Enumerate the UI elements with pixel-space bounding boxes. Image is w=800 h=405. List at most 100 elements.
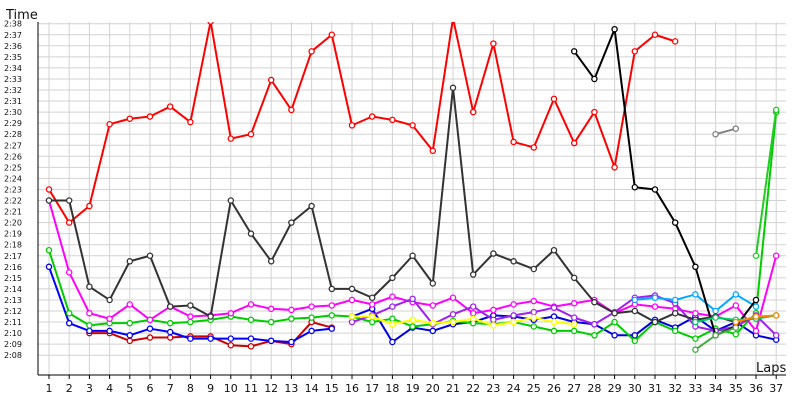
data-point <box>530 308 538 316</box>
y-tick-label: 2:19 <box>4 230 22 239</box>
data-point <box>187 118 194 126</box>
x-tick-label: 5 <box>126 382 133 395</box>
data-point <box>570 321 578 328</box>
series-line <box>352 315 575 327</box>
data-point <box>146 113 154 120</box>
data-point <box>732 324 740 331</box>
data-point <box>409 122 416 129</box>
y-tick-label: 2:30 <box>4 108 22 117</box>
data-point <box>570 314 578 321</box>
x-tick-label: 17 <box>365 382 379 395</box>
data-point <box>490 306 497 314</box>
data-point <box>45 263 53 271</box>
data-point <box>449 84 457 92</box>
data-point <box>389 293 396 300</box>
data-point <box>752 303 760 310</box>
data-point <box>389 116 396 124</box>
data-point <box>611 318 618 326</box>
data-point <box>348 313 356 320</box>
data-point <box>671 309 679 317</box>
x-tick-label: 36 <box>749 382 763 395</box>
x-tick-label: 24 <box>507 382 521 395</box>
data-point <box>631 337 639 345</box>
data-point <box>308 48 315 55</box>
data-point <box>450 16 455 21</box>
y-tick-label: 2:32 <box>4 86 22 95</box>
x-tick-label: 12 <box>264 382 278 395</box>
x-tick-label: 28 <box>587 382 601 395</box>
y-tick-label: 2:36 <box>4 42 22 51</box>
x-tick-label: 22 <box>466 382 480 395</box>
data-point <box>611 309 618 317</box>
x-tick-label: 35 <box>729 382 743 395</box>
data-point <box>227 135 235 142</box>
series-line <box>715 127 737 136</box>
data-point <box>772 332 780 339</box>
y-tick-label: 2:15 <box>4 274 22 283</box>
data-point <box>389 338 396 346</box>
data-point <box>591 108 598 116</box>
x-tick-label: 37 <box>769 382 783 395</box>
data-point <box>692 346 699 353</box>
data-point <box>490 250 497 257</box>
data-point <box>86 322 93 329</box>
y-tick-label: 2:27 <box>4 141 22 150</box>
data-point <box>187 313 194 320</box>
data-point <box>611 25 618 33</box>
data-point <box>247 230 255 237</box>
data-point <box>429 147 437 155</box>
data-point <box>469 309 477 317</box>
data-point <box>368 301 376 308</box>
x-tick-label: 32 <box>668 382 682 395</box>
series-8 <box>631 291 760 315</box>
data-point <box>570 48 578 55</box>
data-point <box>348 122 356 129</box>
data-point <box>692 318 699 326</box>
data-point <box>308 314 315 321</box>
data-point <box>187 335 194 342</box>
y-tick-label: 2:38 <box>4 20 22 29</box>
data-point <box>712 332 719 339</box>
series-14 <box>752 106 780 259</box>
data-point <box>348 285 356 293</box>
y-tick-label: 2:33 <box>4 75 22 84</box>
data-point <box>530 314 538 321</box>
data-point <box>510 258 517 265</box>
data-point <box>570 139 578 147</box>
y-tick-label: 2:16 <box>4 263 22 272</box>
data-point <box>126 337 134 345</box>
data-point <box>288 338 295 346</box>
data-point <box>328 302 336 309</box>
y-tick-label: 2:12 <box>4 307 22 316</box>
data-point <box>671 219 679 226</box>
x-tick-label: 31 <box>648 382 662 395</box>
data-point <box>106 296 113 304</box>
data-point <box>328 325 336 332</box>
data-point <box>631 307 639 315</box>
data-point <box>247 301 255 308</box>
data-point <box>86 202 93 210</box>
y-tick-labels: 2:08 2:09 2:10 2:11 2:12 2:13 2:14 2:15 2:16 2:17… <box>4 20 22 361</box>
data-point <box>692 335 699 342</box>
y-tick-label: 2:34 <box>4 64 22 73</box>
data-point <box>308 202 315 210</box>
series-11 <box>45 84 760 326</box>
data-point <box>651 31 659 39</box>
x-tick-label: 7 <box>167 382 174 395</box>
data-point <box>86 327 93 335</box>
series-15 <box>692 324 740 353</box>
y-tick-label: 2:18 <box>4 241 22 250</box>
data-point <box>550 327 558 335</box>
data-point <box>267 76 275 84</box>
data-point <box>671 296 679 304</box>
x-tick-label: 9 <box>207 382 214 395</box>
data-point <box>86 283 93 290</box>
data-point <box>469 271 477 278</box>
data-point <box>166 319 174 327</box>
y-tick-label: 2:24 <box>4 174 22 183</box>
data-point <box>45 186 53 193</box>
y-tick-label: 2:08 <box>4 351 22 360</box>
data-point <box>752 252 760 259</box>
data-point <box>207 335 214 342</box>
